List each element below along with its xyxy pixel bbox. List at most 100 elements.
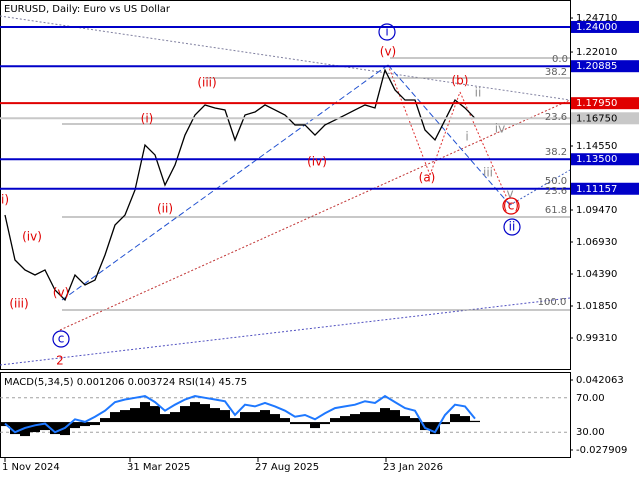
wave-circles [52,23,521,348]
y-tick-label: 1.24710 [576,13,617,24]
macd-bar [350,414,360,423]
macd-bar [300,422,310,425]
annotation: 0.0 [552,54,568,65]
macd-bar [190,402,200,423]
annotation: iv [495,122,505,136]
annotation: (iv) [307,155,327,169]
y-tick-label: 1.14550 [576,141,617,152]
x-tick-label: 31 Mar 2025 [127,462,190,473]
macd-bar [370,412,380,423]
macd-bar [360,412,370,423]
macd-bar [440,422,450,425]
macd-bar [410,418,420,423]
macd-bar [390,410,400,423]
level-label-bg [571,153,639,166]
annotation: 38.2 [545,147,567,158]
macd-bar [340,416,350,423]
macd-bar [220,410,230,423]
annotation: 100.0 [538,297,567,308]
annotation: (i) [141,112,154,126]
y-tick-label: 1.06930 [576,237,617,248]
trend-line [509,169,571,206]
macd-bar [330,418,340,423]
x-tick-label: 1 Nov 2024 [2,462,60,473]
trend-line [59,99,571,331]
y-tick-label: 1.09470 [576,205,617,216]
level-label-bg [571,97,639,110]
level-label: 1.13500 [576,154,617,165]
annotation: (c) [503,199,519,213]
macd-bar [470,420,480,423]
macd-bar [90,422,100,426]
level-label: 1.20885 [576,61,617,72]
level-label: 1.11157 [576,184,617,195]
annotation: (iii) [197,76,216,90]
macd-bar [100,418,110,423]
level-label: 1.16750 [576,113,617,124]
macd-bar [50,422,60,435]
macd-bar [290,422,300,425]
macd-bar [30,422,40,433]
wave-circle [503,218,521,236]
macd-bar [270,414,280,423]
level-label: 1.24000 [576,22,617,33]
macd-bar [200,404,210,423]
annotation: (ii) [157,202,173,216]
level-label-bg [571,182,639,195]
macd-bar [120,410,130,423]
annotation: (v) [53,286,69,300]
annotation: (v) [380,45,396,59]
macd-bar [310,422,320,429]
y-tick-label: 1.01850 [576,301,617,312]
annotation: (b) [452,74,469,88]
macd-bar [130,408,140,423]
annotation: 2 [56,354,64,368]
annotation: 61.8 [545,205,567,216]
macd-bar [20,422,30,437]
macd-bar [320,422,330,425]
main-frame [0,0,571,370]
y-tick-label: 0.99310 [576,333,617,344]
annotation: (iv) [22,230,42,244]
trend-line [429,91,461,176]
annotation: ii [509,220,516,234]
macd-bar [250,412,260,423]
level-label-bg [571,112,639,125]
annotation: iii [483,166,493,180]
price-line [4,68,476,302]
y-tick-label: 1.22010 [576,47,617,58]
indicator-title: MACD(5,34,5) 0.001206 0.003724 RSI(14) 4… [4,377,247,388]
annotation: (iii) [9,297,28,311]
y-tick-label: 1.04390 [576,269,617,280]
macd-bar [140,402,150,423]
level-label: 1.17950 [576,98,617,109]
annotation: c [58,332,65,346]
macd-bar [460,416,470,423]
macd-bar [10,422,20,435]
wave-circle [52,330,70,348]
sub-frame [0,372,571,458]
macd-bar [280,418,290,423]
wave-circle [378,23,396,41]
chart-title: EURUSD, Daily: Euro vs US Dollar [4,4,171,15]
macd-bar [230,418,240,423]
macd-bar [450,414,460,423]
x-tick-label: 23 Jan 2026 [383,462,443,473]
macd-bar [430,422,440,435]
level-label-bg [571,60,639,73]
annotation: v [506,187,513,201]
annotation: i [385,25,388,39]
macd-bar [380,408,390,423]
annotation: (a) [419,171,436,185]
macd-bar [70,422,80,429]
y-tick-label: 0.042063 [576,375,624,386]
macd-bar [160,414,170,423]
annotation: ii [475,86,482,100]
macd-bar [210,408,220,423]
annotation: 50.0 [545,176,567,187]
y2-tick-label: 30.00 [576,427,605,438]
wave-circle [502,197,520,215]
y-tick-label: -0.027909 [576,445,627,456]
y2-tick-label: 70.00 [576,393,605,404]
